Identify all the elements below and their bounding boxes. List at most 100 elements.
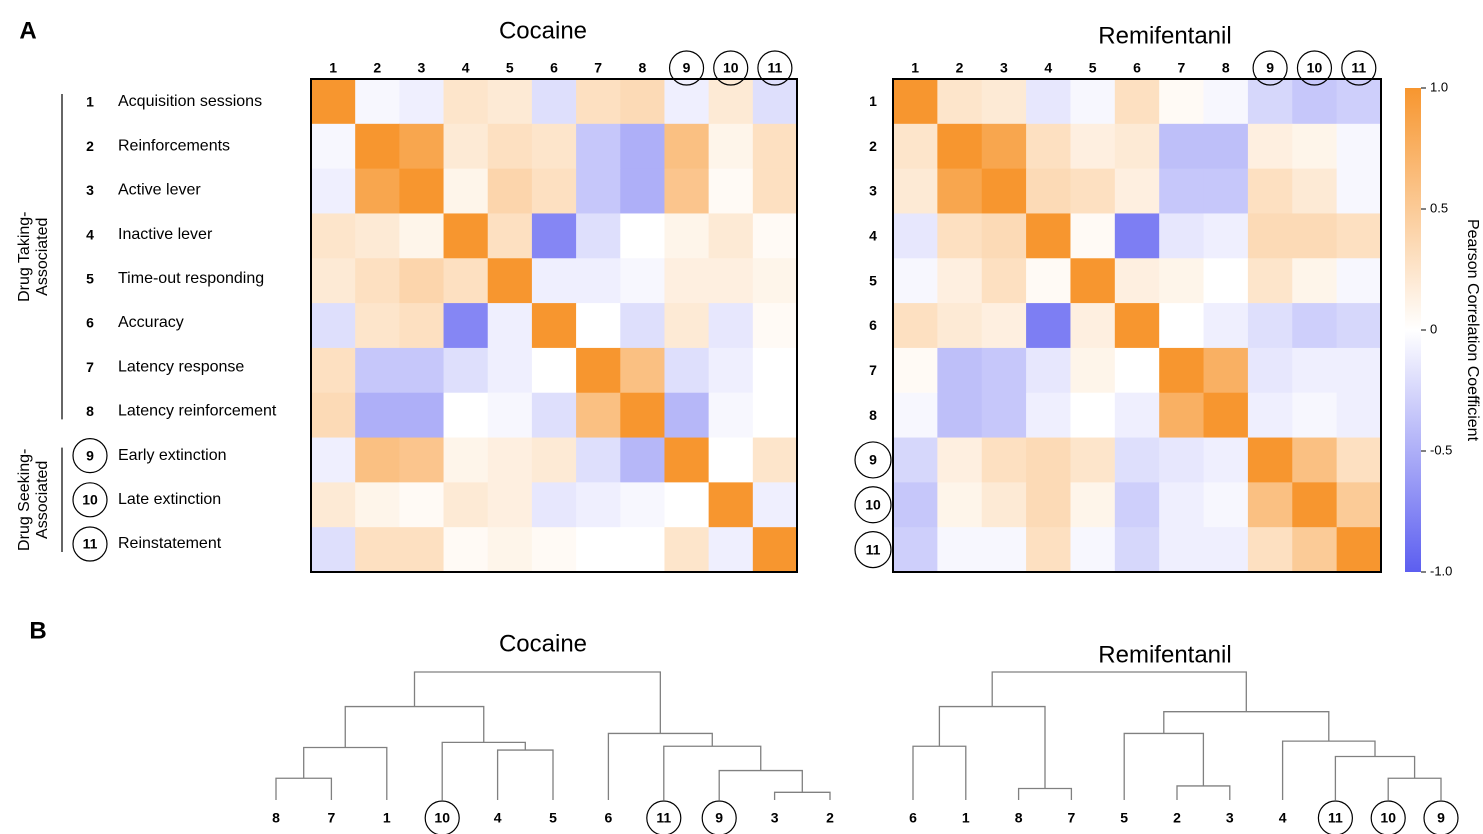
heat-cell bbox=[399, 347, 445, 394]
heat-cell bbox=[1159, 258, 1205, 304]
label-circle bbox=[424, 800, 460, 834]
heat-cell bbox=[1247, 213, 1293, 259]
heat-cell bbox=[576, 437, 621, 483]
heat-cell bbox=[311, 392, 356, 439]
heat-cell bbox=[1336, 437, 1382, 483]
heat-cell bbox=[1026, 527, 1071, 573]
colorbar-tick-label: -1.0 bbox=[1430, 563, 1452, 578]
heat-cell bbox=[355, 258, 400, 304]
tick-label: 7 bbox=[594, 60, 602, 76]
tick-label: 8 bbox=[86, 403, 94, 419]
dendrogram-link bbox=[1281, 740, 1376, 800]
heat-cell bbox=[708, 168, 754, 214]
variable-name: Latency response bbox=[118, 358, 244, 375]
heatmap-border bbox=[892, 78, 1382, 573]
heat-cell bbox=[531, 303, 577, 349]
heat-cell bbox=[531, 168, 577, 214]
heat-cell bbox=[1292, 347, 1338, 394]
heat-cell bbox=[576, 79, 621, 125]
heat-cell bbox=[1114, 303, 1160, 349]
tick-label: 1 bbox=[869, 93, 877, 109]
dendrogram-link bbox=[1387, 777, 1442, 800]
tick-label: 9 bbox=[1266, 60, 1274, 76]
heat-cell bbox=[937, 123, 983, 170]
label-circle bbox=[72, 438, 108, 474]
heat-cell bbox=[1070, 213, 1116, 259]
heat-cell bbox=[893, 527, 938, 573]
heat-cell bbox=[937, 527, 983, 573]
dendrogram-link bbox=[663, 745, 762, 800]
heat-cell bbox=[1159, 527, 1205, 573]
tick-label: 4 bbox=[1044, 60, 1052, 76]
heat-cell bbox=[531, 437, 577, 483]
heat-cell bbox=[399, 123, 445, 170]
heat-cell bbox=[311, 482, 356, 528]
heat-cell bbox=[664, 258, 710, 304]
heat-cell bbox=[1336, 482, 1382, 528]
dendrogram-link bbox=[275, 777, 333, 800]
heat-cell bbox=[355, 527, 400, 573]
heat-cell bbox=[531, 79, 577, 125]
heat-cell bbox=[1336, 258, 1382, 304]
chart-title: Cocaine bbox=[499, 630, 587, 657]
heat-cell bbox=[1203, 168, 1249, 214]
heat-cell bbox=[708, 123, 754, 170]
heat-cell bbox=[1070, 303, 1116, 349]
dendrogram-link bbox=[607, 732, 713, 800]
group-label: Associated bbox=[34, 218, 51, 296]
heat-cell bbox=[576, 392, 621, 439]
heat-cell bbox=[981, 258, 1027, 304]
heat-cell bbox=[752, 482, 798, 528]
tick-label: 3 bbox=[771, 810, 779, 826]
tick-label: 10 bbox=[1380, 810, 1396, 826]
heat-cell bbox=[981, 482, 1027, 528]
heat-cell bbox=[1247, 123, 1293, 170]
label-circle bbox=[668, 50, 705, 86]
heat-cell bbox=[981, 437, 1027, 483]
label-circle bbox=[854, 530, 892, 569]
tick-label: 8 bbox=[869, 407, 877, 423]
label-circle bbox=[1252, 50, 1288, 86]
heat-cell bbox=[1336, 392, 1382, 439]
heat-cell bbox=[1026, 303, 1071, 349]
tick-label: 8 bbox=[1222, 60, 1230, 76]
heat-cell bbox=[487, 123, 533, 170]
heat-cell bbox=[893, 437, 938, 483]
heat-cell bbox=[443, 123, 489, 170]
chart-title: Remifentanil bbox=[1098, 641, 1231, 668]
label-circle bbox=[854, 486, 892, 524]
dendrogram-link bbox=[413, 671, 661, 734]
tick-label: 2 bbox=[86, 138, 94, 154]
tick-label: 4 bbox=[494, 810, 502, 826]
heat-cell bbox=[1026, 168, 1071, 214]
label-circle bbox=[72, 482, 108, 518]
heat-cell bbox=[1336, 303, 1382, 349]
tick-label: 9 bbox=[715, 810, 723, 826]
colorbar-tick-label: 1.0 bbox=[1430, 79, 1448, 94]
variable-name: Reinstatement bbox=[118, 535, 222, 552]
heat-cell bbox=[664, 437, 710, 483]
heat-cell bbox=[487, 437, 533, 483]
heat-cell bbox=[443, 79, 489, 125]
heat-cell bbox=[443, 482, 489, 528]
heat-cell bbox=[311, 303, 356, 349]
heat-cell bbox=[981, 347, 1027, 394]
heat-cell bbox=[752, 79, 798, 125]
variable-name: Late extinction bbox=[118, 491, 221, 508]
variable-name: Early extinction bbox=[118, 447, 227, 464]
heat-cell bbox=[1159, 123, 1205, 170]
heat-cell bbox=[1026, 482, 1071, 528]
tick-label: 10 bbox=[1307, 60, 1323, 76]
tick-label: 8 bbox=[638, 60, 646, 76]
heat-cell bbox=[893, 258, 938, 304]
heat-cell bbox=[752, 123, 798, 170]
heat-cell bbox=[1114, 213, 1160, 259]
heat-cell bbox=[311, 527, 356, 573]
group-label: Associated bbox=[34, 461, 51, 539]
label-circle bbox=[1370, 800, 1406, 834]
heat-cell bbox=[1292, 79, 1338, 125]
tick-label: 1 bbox=[962, 810, 970, 826]
heat-cell bbox=[620, 168, 665, 214]
heat-cell bbox=[576, 482, 621, 528]
dendrogram-link bbox=[441, 741, 526, 800]
